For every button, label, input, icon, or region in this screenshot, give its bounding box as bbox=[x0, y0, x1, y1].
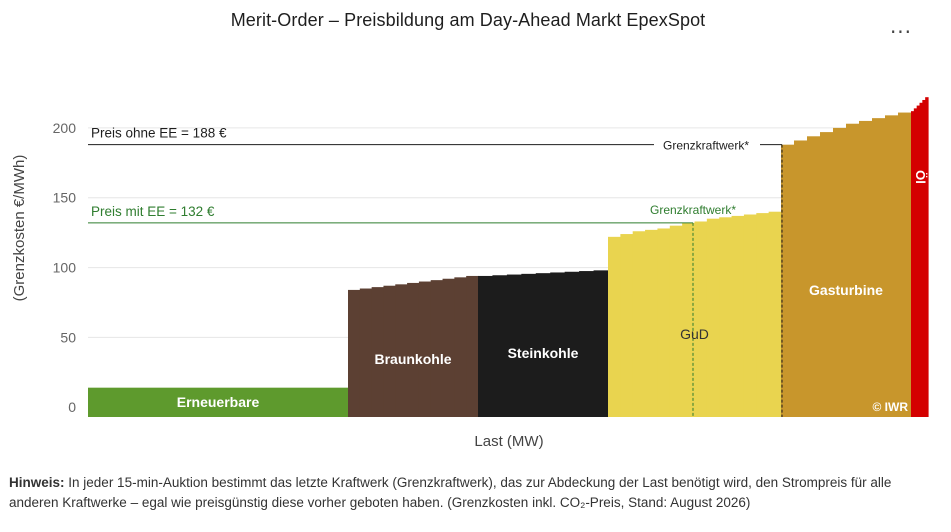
segment-label: Gasturbine bbox=[809, 282, 883, 298]
bar bbox=[632, 231, 646, 417]
bar bbox=[395, 284, 408, 417]
y-tick-label: 100 bbox=[53, 260, 77, 276]
segment-label: Erneuerbare bbox=[177, 394, 260, 410]
marginal-label-bg bbox=[654, 138, 760, 154]
segment-label: Steinkohle bbox=[508, 345, 579, 361]
bar bbox=[521, 273, 537, 417]
footnote-label: Hinweis: bbox=[9, 475, 65, 490]
bar bbox=[669, 225, 683, 417]
bar bbox=[430, 280, 444, 417]
y-tick-label: 0 bbox=[68, 399, 76, 415]
segment-label: Öl bbox=[913, 170, 928, 184]
bar bbox=[608, 236, 621, 417]
x-axis-label: Last (MW) bbox=[474, 433, 543, 450]
bar bbox=[407, 282, 420, 417]
price-label: Preis ohne EE = 188 € bbox=[91, 126, 227, 141]
bar bbox=[359, 288, 373, 417]
bar bbox=[645, 229, 659, 417]
bar bbox=[466, 275, 479, 417]
bar bbox=[743, 214, 757, 417]
bar bbox=[620, 234, 634, 417]
bar bbox=[781, 144, 795, 418]
bar bbox=[657, 228, 671, 417]
y-tick-label: 150 bbox=[53, 190, 77, 206]
bar bbox=[794, 140, 808, 418]
bar bbox=[768, 211, 782, 417]
watermark: © IWR bbox=[872, 400, 908, 414]
more-horizontal-icon[interactable]: ... bbox=[884, 13, 918, 39]
bar bbox=[88, 387, 349, 417]
bar bbox=[859, 120, 873, 418]
bar bbox=[492, 275, 508, 417]
bar bbox=[922, 99, 926, 417]
marginal-label: Grenzkraftwerk* bbox=[650, 203, 736, 217]
bar bbox=[731, 215, 745, 417]
bar bbox=[807, 136, 821, 418]
y-tick-label: 50 bbox=[60, 329, 76, 345]
footnote: Hinweis: In jeder 15-min-Auktion bestimm… bbox=[9, 473, 939, 513]
bar bbox=[916, 105, 921, 417]
bar bbox=[478, 275, 494, 417]
footnote-text: In jeder 15-min-Auktion bestimmt das let… bbox=[9, 475, 892, 510]
bar bbox=[885, 115, 899, 417]
bar bbox=[872, 118, 886, 417]
bars bbox=[88, 97, 929, 418]
bar bbox=[756, 213, 770, 417]
bar bbox=[833, 127, 847, 417]
segment-label: GuD bbox=[680, 326, 709, 342]
bar bbox=[535, 273, 551, 417]
bar bbox=[383, 285, 396, 417]
bar bbox=[694, 221, 708, 417]
bar bbox=[898, 112, 912, 418]
y-tick-labels: 0 50 100 150 200 bbox=[53, 120, 77, 415]
bar bbox=[682, 222, 696, 417]
bar bbox=[506, 274, 522, 417]
bar bbox=[919, 102, 923, 417]
bar bbox=[348, 289, 361, 417]
bar bbox=[719, 217, 733, 417]
price-label: Preis mit EE = 132 € bbox=[91, 204, 215, 219]
bar bbox=[564, 271, 580, 417]
bar bbox=[706, 218, 720, 417]
bar bbox=[913, 108, 918, 418]
chart-svg: 0 50 100 150 200 Preis ohne EE = 188 € Grenzk… bbox=[11, 97, 929, 450]
y-axis-label: (Grenzkosten €/MWh) bbox=[11, 155, 28, 302]
bar bbox=[911, 111, 915, 417]
bar bbox=[550, 272, 566, 417]
bar bbox=[925, 97, 929, 417]
bar bbox=[593, 270, 609, 417]
annotations: Preis ohne EE = 188 € Grenzkraftwerk* Prei… bbox=[88, 126, 783, 417]
marginal-label: Grenzkraftwerk* bbox=[663, 139, 749, 153]
bar bbox=[442, 278, 455, 417]
y-tick-label: 200 bbox=[53, 120, 77, 136]
bar bbox=[418, 281, 432, 417]
chart-title: Merit-Order – Preisbildung am Day-Ahead … bbox=[230, 10, 706, 30]
bar bbox=[820, 132, 834, 417]
bar bbox=[579, 271, 595, 417]
bar bbox=[371, 287, 385, 417]
bar bbox=[454, 277, 467, 417]
bar bbox=[846, 123, 860, 417]
segment-labels: Erneuerbare Braunkohle Steinkohle GuD Gastur… bbox=[177, 170, 928, 410]
segment-label: Braunkohle bbox=[374, 351, 451, 367]
